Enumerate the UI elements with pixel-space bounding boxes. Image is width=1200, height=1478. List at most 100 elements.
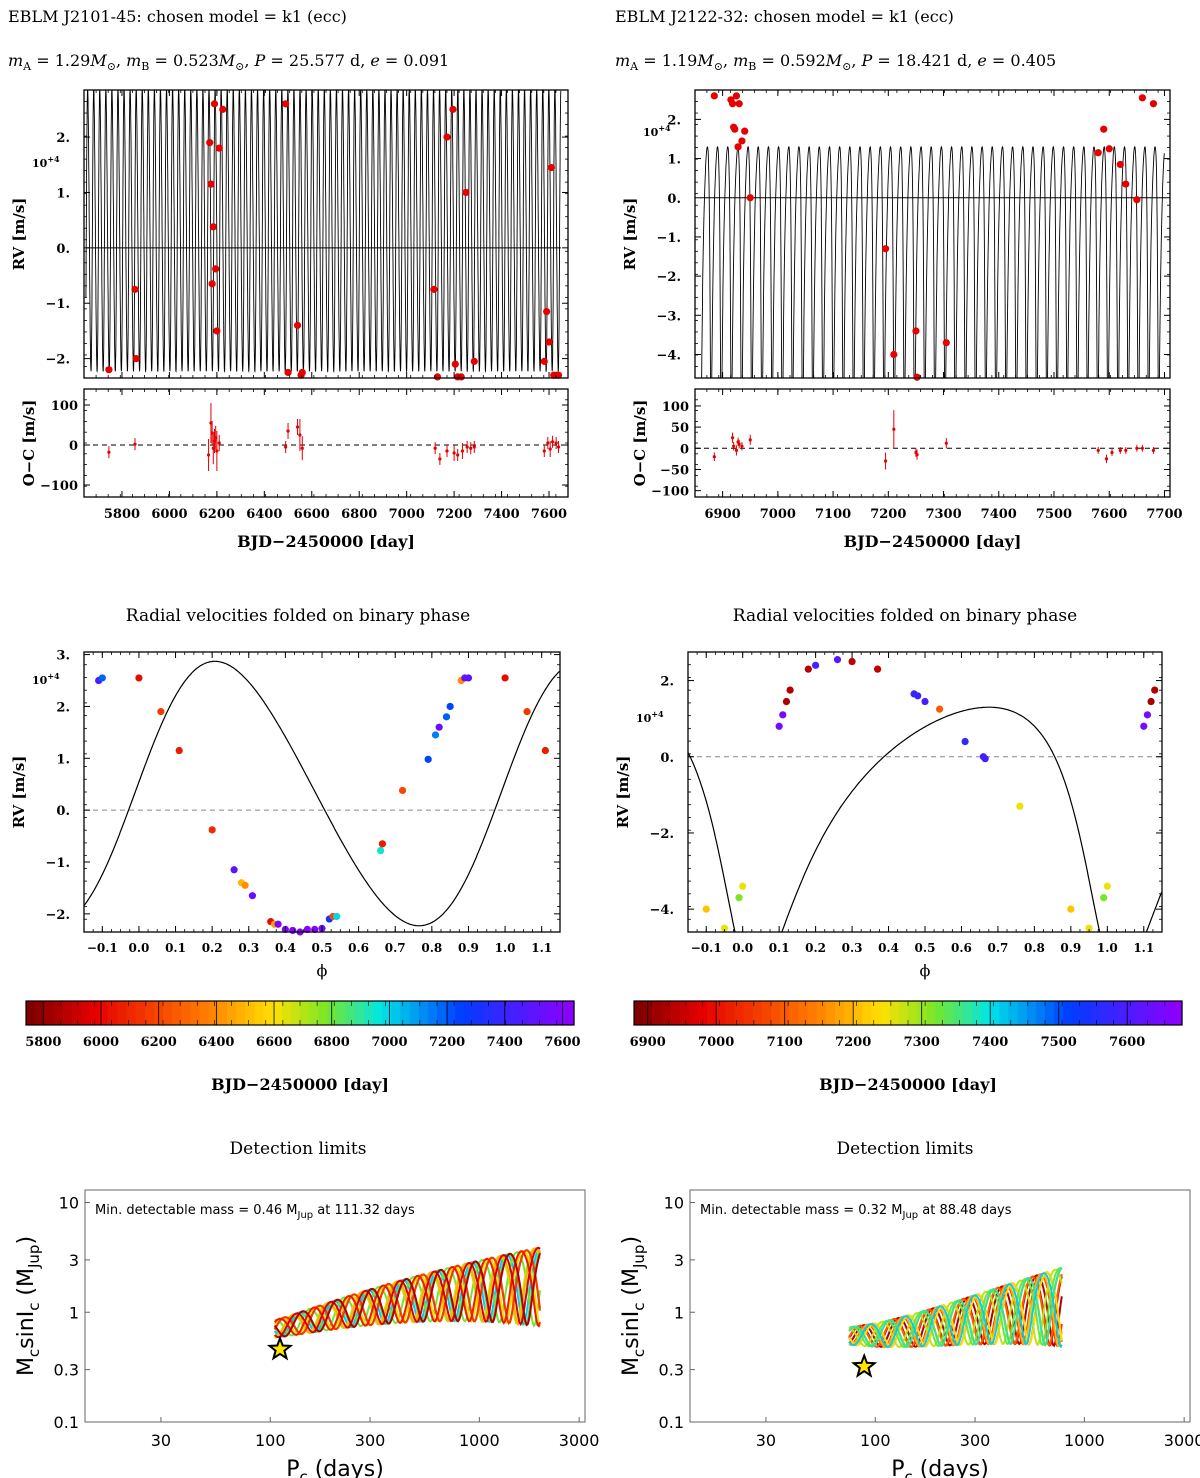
rv-data-point — [913, 373, 921, 381]
detection-limit-curve — [848, 1271, 1063, 1349]
colorbar-cell — [336, 1001, 347, 1025]
y-axis-label-part: (M — [14, 1268, 39, 1303]
x-tick-label: 0.4 — [878, 941, 899, 955]
colorbar-cell — [309, 1001, 319, 1025]
phase-data-point — [398, 786, 407, 795]
x-tick-label: 0.8 — [421, 941, 442, 955]
colorbar-cell — [482, 1001, 493, 1025]
phase-data-point — [804, 665, 812, 673]
oc-data-point — [730, 436, 735, 440]
phase-data-point — [424, 755, 432, 763]
colorbar-cell — [1154, 1001, 1165, 1025]
phase-data-point — [782, 697, 791, 706]
rv-data-point — [449, 105, 457, 113]
x-tick-label: 0.1 — [769, 941, 790, 955]
x-axis-label: Pc (days) — [286, 1457, 384, 1478]
y-tick-label: 0.3 — [659, 1361, 684, 1380]
rv-data-point — [1138, 94, 1146, 102]
colorbar-cell — [688, 1001, 699, 1025]
x-tick-label: 0.6 — [348, 941, 369, 955]
y-axis-label: RV [m/s] — [10, 198, 28, 271]
phase-data-point — [833, 656, 842, 664]
y-tick-label: −50 — [660, 463, 689, 478]
y-tick-label: 0.1 — [54, 1413, 79, 1432]
colorbar-cell — [327, 1001, 338, 1025]
colorbar-cell — [300, 1001, 310, 1025]
detection-limit-curve — [273, 1250, 541, 1336]
colorbar-cell — [272, 1001, 283, 1025]
y-axis-label-part: c — [25, 1349, 43, 1357]
oc-data-point — [554, 441, 558, 445]
rv-data-point — [206, 139, 214, 147]
x-tick-label: 5800 — [104, 507, 140, 522]
colorbar-cell — [144, 1001, 155, 1025]
colorbar-cell — [199, 1001, 210, 1025]
oc-data-point — [883, 459, 888, 463]
colorbar-cell — [935, 1001, 946, 1025]
rv-data-point — [1149, 100, 1158, 108]
colorbar-tick-label: 7200 — [835, 1035, 871, 1050]
y-axis-label-part: M — [14, 1357, 39, 1376]
y-tick-label: −1. — [46, 297, 70, 312]
y-multiplier-exp: +4 — [47, 154, 60, 164]
colorbar-cell — [345, 1001, 356, 1025]
x-tick-label: 7400 — [981, 507, 1017, 522]
x-tick-label: 1.1 — [531, 941, 552, 955]
y-tick-label: 2. — [56, 131, 70, 146]
oc-data-point — [217, 441, 221, 445]
colorbar-cell — [1026, 1001, 1037, 1025]
colorbar-cell — [1081, 1001, 1092, 1025]
L-rv-time-panel: −2. −1. 0. 1. 2. 10+4 RV [m/s] −100 0 100 5800 6000… — [10, 89, 569, 551]
oc-data-point — [1151, 448, 1156, 453]
colorbar-tick-label: 6200 — [141, 1035, 177, 1050]
phase-data-point — [1016, 802, 1024, 810]
rv-data-point — [734, 143, 742, 151]
y-tick-label: 100 — [662, 400, 689, 415]
colorbar-cell — [999, 1001, 1010, 1025]
colorbar-tick-label: 7400 — [972, 1035, 1008, 1050]
y-tick-label: −100 — [651, 485, 689, 500]
oc-data-point — [452, 451, 456, 455]
oc-data-point — [472, 445, 476, 449]
y-axis-label-part: ) — [14, 1236, 39, 1245]
y-tick-label: 100 — [51, 399, 78, 414]
phase-data-point — [914, 692, 922, 700]
oc-data-point — [133, 442, 137, 446]
colorbar-cell — [743, 1001, 754, 1025]
x-tick-label: 6800 — [341, 507, 377, 522]
colorbar-cell — [1099, 1001, 1110, 1025]
x-tick-label: 0.3 — [238, 941, 259, 955]
x-tick-label: 0.5 — [312, 941, 333, 955]
rv-data-point — [746, 194, 754, 202]
x-tick-label: 300 — [960, 1431, 991, 1450]
colorbar-cell — [1035, 1001, 1046, 1025]
y-tick-label: 0 — [69, 439, 78, 454]
colorbar-cell — [1118, 1001, 1128, 1025]
x-tick-label: 6200 — [199, 507, 235, 522]
rv-data-point — [732, 92, 741, 100]
colorbar-cell — [163, 1001, 173, 1025]
colorbar-cell — [126, 1001, 137, 1025]
colorbar-cell — [679, 1001, 690, 1025]
colorbar-cell — [1063, 1001, 1073, 1025]
colorbar-cell — [44, 1001, 54, 1025]
phase-data-point — [464, 674, 473, 682]
rv-data-point — [433, 373, 442, 381]
x-tick-label: 7200 — [436, 507, 472, 522]
x-tick-label: 30 — [151, 1431, 171, 1450]
oc-frame — [694, 388, 1171, 498]
phase-data-point — [775, 722, 783, 730]
right-detection-title: Detection limits — [837, 1139, 974, 1159]
colorbar-cell — [789, 1001, 799, 1025]
y-axis-label-part: ) — [619, 1236, 644, 1245]
colorbar-cell — [634, 1001, 644, 1025]
colorbar-tick-label: 7100 — [767, 1035, 803, 1050]
colorbar-cell — [844, 1001, 854, 1025]
L-phase-panel: −0.1 0.0 0.1 0.2 0.3 0.4 0.5 0.6 0.7 0.8 0.9 1.0 1.1… — [10, 649, 581, 1050]
colorbar-cell — [446, 1001, 456, 1025]
y-axis-label-part: (M — [619, 1268, 644, 1303]
phase-data-point — [135, 674, 143, 682]
phase-data-point — [702, 905, 710, 913]
